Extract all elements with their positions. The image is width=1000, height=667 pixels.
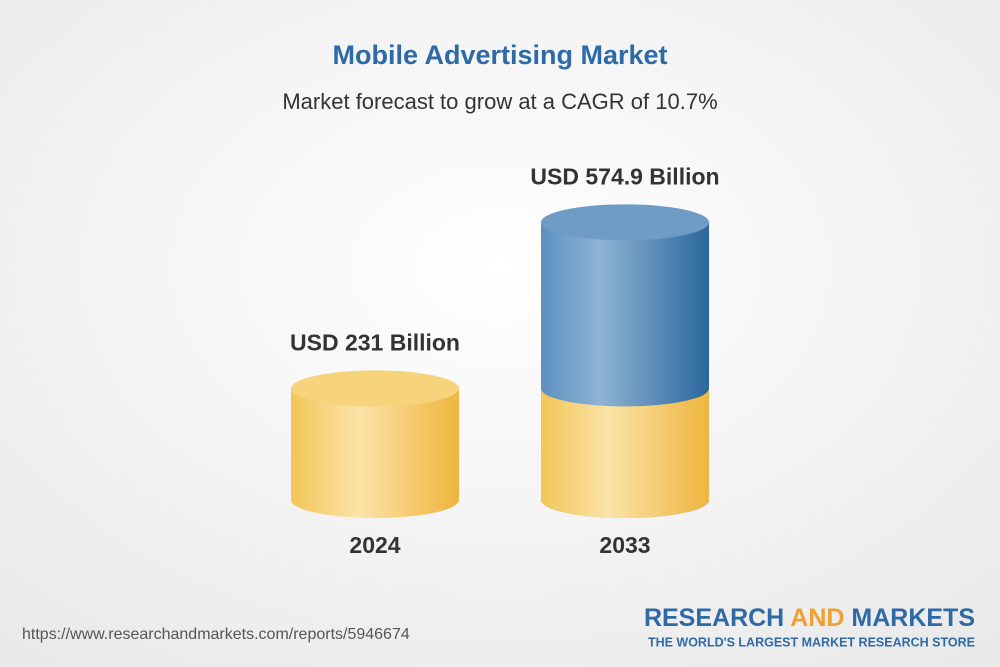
- brand-word: RESEARCH: [644, 604, 784, 632]
- brand-tagline: THE WORLD'S LARGEST MARKET RESEARCH STOR…: [648, 635, 975, 649]
- chart-subtitle: Market forecast to grow at a CAGR of 10.…: [282, 89, 717, 114]
- cylinder-base-segment: [541, 388, 709, 518]
- brand: RESEARCH AND MARKETS: [644, 604, 975, 632]
- value-label: USD 574.9 Billion: [530, 163, 719, 189]
- cylinder-top: [541, 204, 709, 241]
- plot: USD 231 Billion 2024 USD 574.9 Billion 2033: [290, 163, 720, 558]
- chart-title: Mobile Advertising Market: [332, 40, 667, 70]
- value-label: USD 231 Billion: [290, 330, 460, 356]
- brand-word: MARKETS: [851, 604, 975, 632]
- cylinder-body: [291, 388, 459, 518]
- source-url: https://www.researchandmarkets.com/repor…: [22, 626, 410, 643]
- category-label: 2024: [349, 532, 400, 558]
- brand-word: AND: [790, 604, 844, 632]
- category-label: 2033: [599, 532, 650, 558]
- cylinder-top: [291, 370, 459, 407]
